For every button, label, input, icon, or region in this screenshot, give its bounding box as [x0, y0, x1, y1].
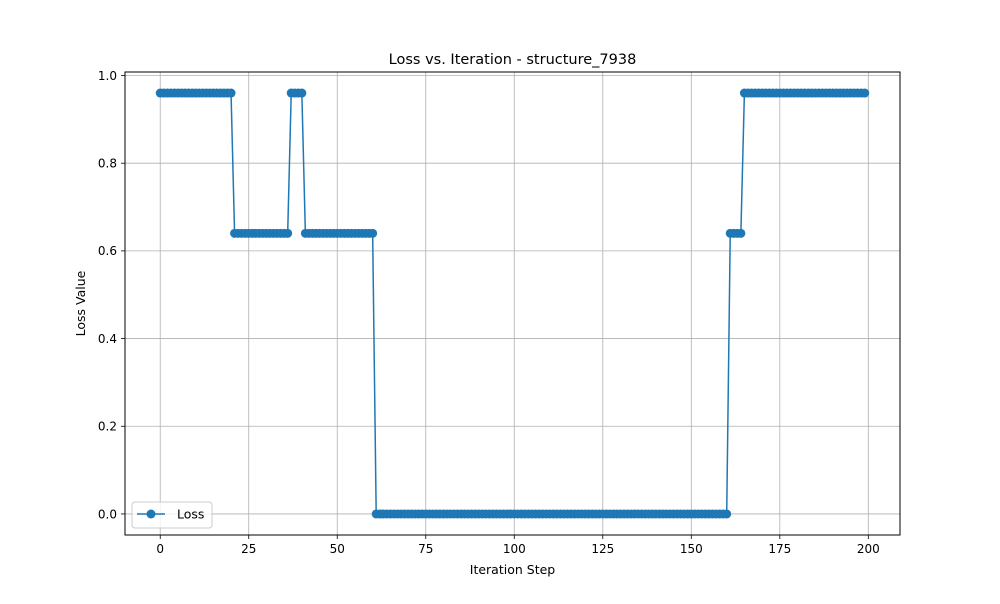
- legend-marker-swatch: [146, 509, 156, 519]
- x-tick-label: 25: [241, 542, 256, 556]
- x-tick-label: 50: [330, 542, 345, 556]
- y-tick-label: 0.8: [98, 156, 117, 170]
- y-tick-label: 0.0: [98, 507, 117, 521]
- x-tick-label: 0: [156, 542, 164, 556]
- x-tick-label: 125: [591, 542, 614, 556]
- data-point: [722, 509, 732, 519]
- y-tick-label: 1.0: [98, 69, 117, 83]
- data-point: [736, 228, 746, 238]
- y-axis-label: Loss Value: [73, 270, 88, 336]
- data-point: [297, 88, 307, 98]
- y-tick-label: 0.2: [98, 420, 117, 434]
- plot-area-frame: [124, 71, 901, 536]
- data-point: [860, 88, 870, 98]
- legend: Loss: [131, 501, 213, 529]
- data-point: [226, 88, 236, 98]
- x-tick-label: 200: [857, 542, 880, 556]
- chart-title: Loss vs. Iteration - structure_7938: [389, 52, 637, 68]
- x-tick-label: 150: [680, 542, 703, 556]
- data-point: [283, 228, 293, 238]
- axis-ticks: 0 25 50 75 100 125 150 175 200 0.0 0.2 0.4 0.6 0.8 1.0: [98, 69, 880, 556]
- x-tick-label: 75: [418, 542, 433, 556]
- y-tick-label: 0.4: [98, 332, 117, 346]
- x-tick-label: 175: [768, 542, 791, 556]
- y-tick-label: 0.6: [98, 244, 117, 258]
- x-tick-label: 100: [503, 542, 526, 556]
- series-loss: [155, 88, 870, 519]
- data-point: [368, 228, 378, 238]
- x-axis-label: Iteration Step: [470, 562, 556, 577]
- legend-frame: [131, 501, 213, 529]
- legend-label: Loss: [177, 507, 204, 522]
